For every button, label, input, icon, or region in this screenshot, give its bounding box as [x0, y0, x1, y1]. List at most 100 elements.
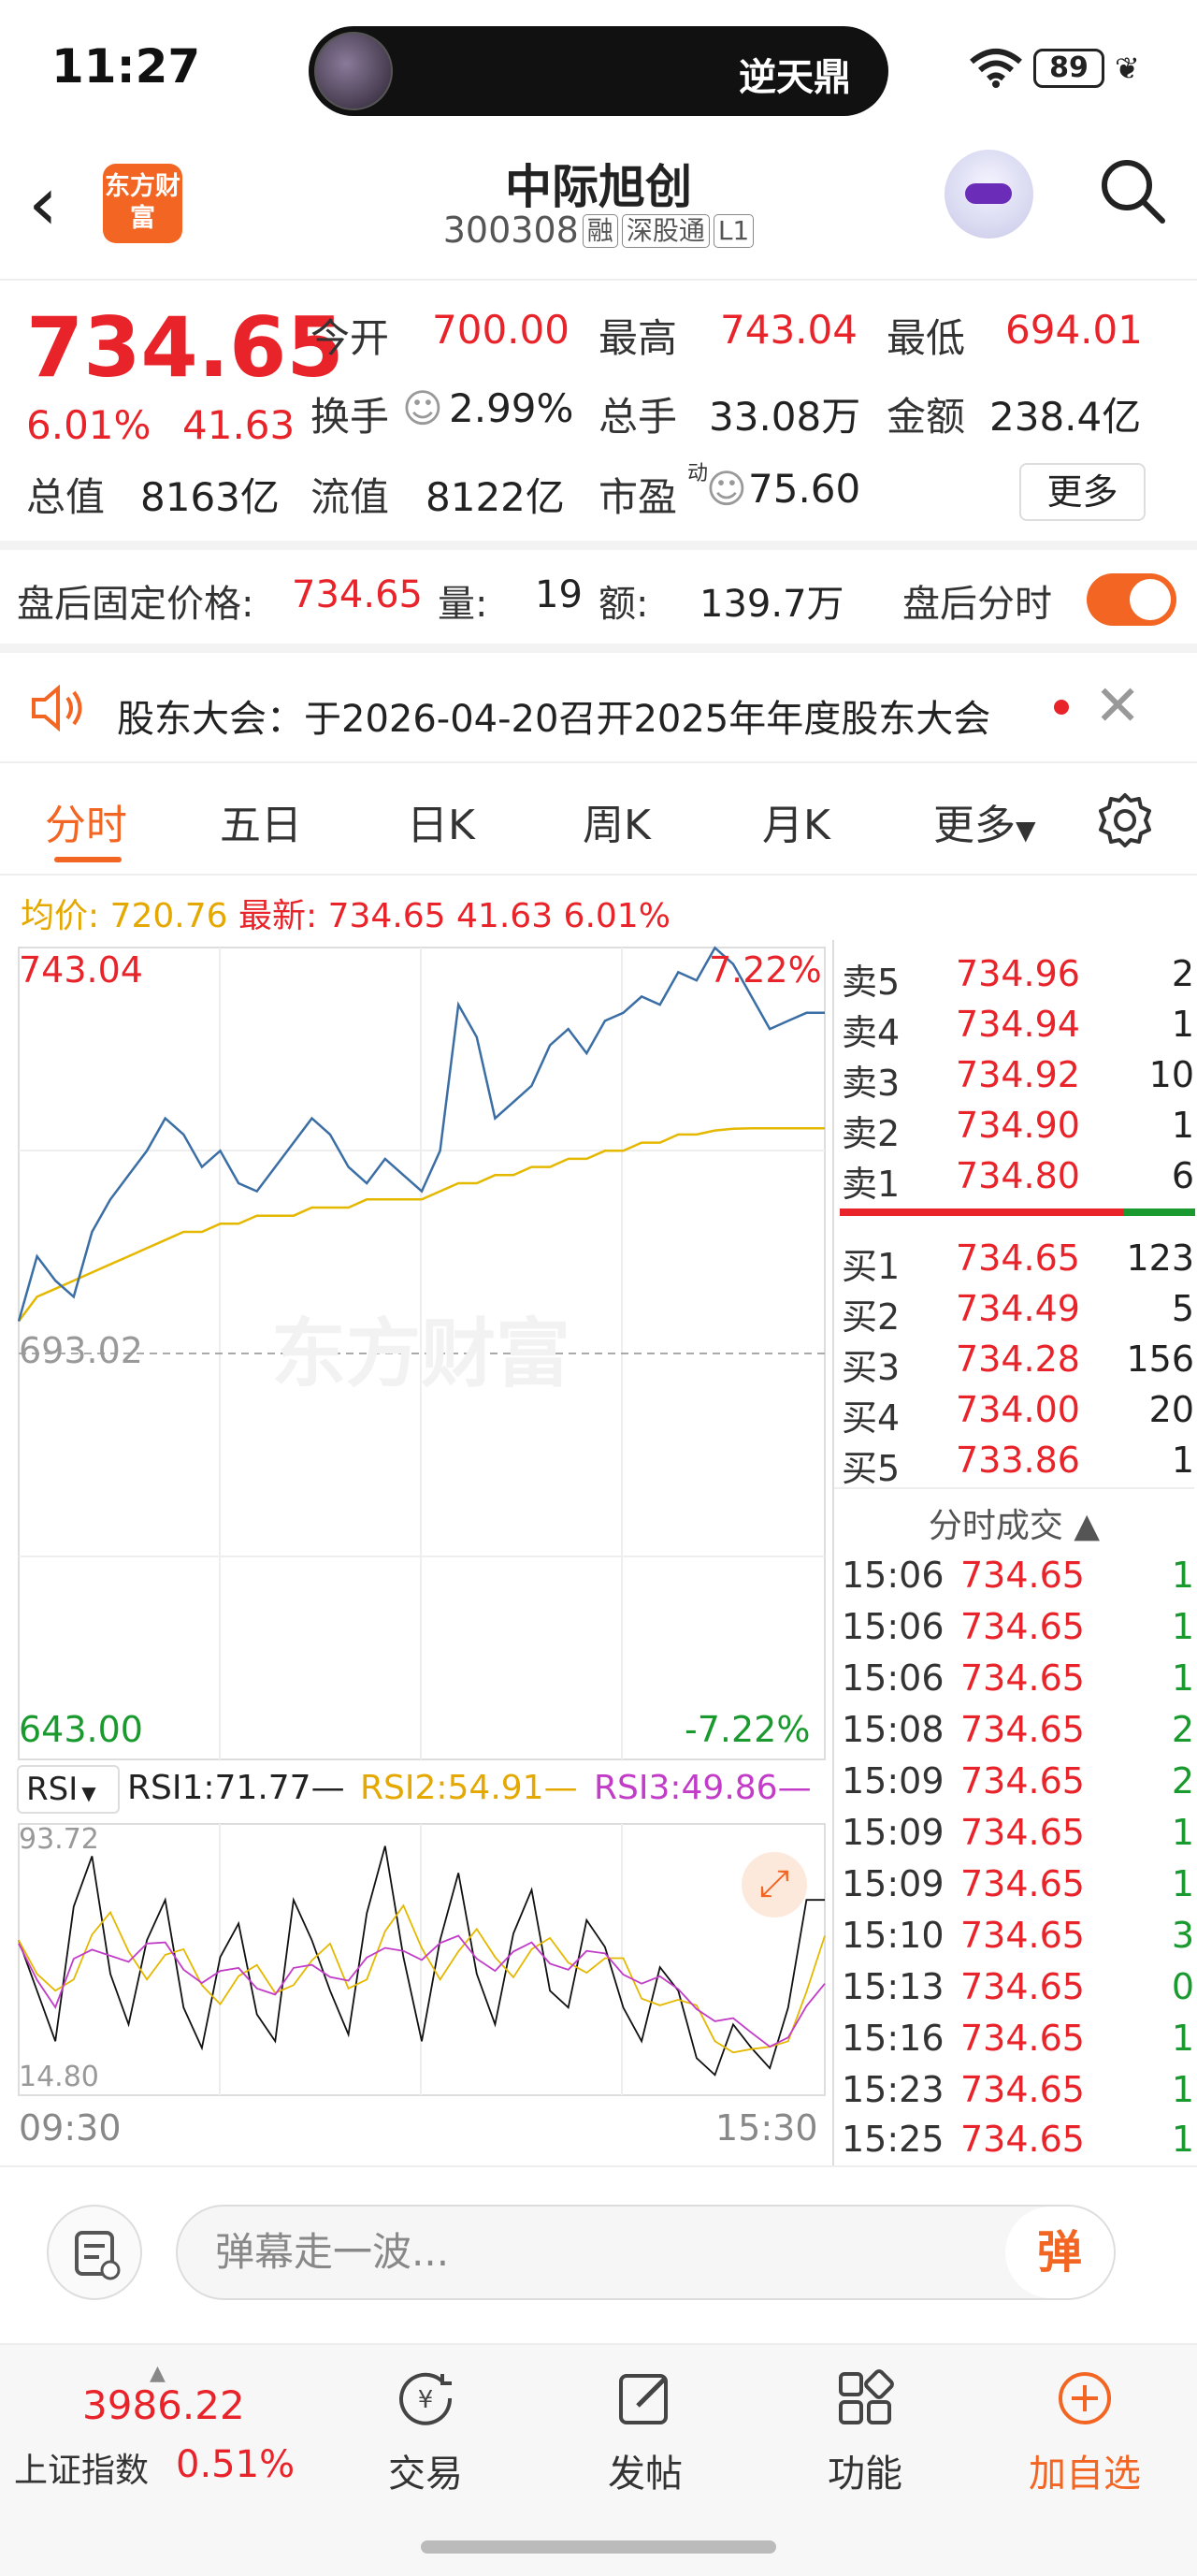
ask-vol: 10	[1148, 1054, 1194, 1095]
bid-label: 买5	[842, 1448, 901, 1489]
change-percent: 6.01%	[26, 402, 151, 448]
bid-label: 买4	[842, 1397, 901, 1439]
order-book: 卖5 734.96 2 卖4 734.94 1 卖3 734.92 10 卖2 734.90 1…	[832, 940, 1197, 2165]
tick-row: 15:09 734.65 1	[834, 1808, 1194, 1859]
index-pct[interactable]: 0.51%	[176, 2443, 296, 2486]
ask-vol: 1	[1171, 1105, 1194, 1146]
nav-post-label: 发帖	[608, 2453, 683, 2496]
bid-vol: 123	[1126, 1237, 1194, 1279]
svg-text:¥: ¥	[418, 2386, 434, 2414]
mktcap-label: 总值	[26, 474, 106, 520]
tab-intraday[interactable]: 分时	[45, 802, 127, 849]
assistant-robot-icon[interactable]	[945, 150, 1033, 239]
volume-label: 总手	[598, 394, 678, 440]
ask-label: 卖2	[842, 1113, 901, 1154]
tick-vol: 0	[1171, 1966, 1194, 2007]
tick-row: 15:10 734.65 3	[834, 1911, 1194, 1961]
search-icon[interactable]	[1099, 157, 1166, 224]
avg-value: 720.76	[109, 897, 228, 935]
ticks-title[interactable]: 分时成交 ▲	[834, 1487, 1194, 1547]
pe-info-icon[interactable]: ☺	[706, 466, 747, 512]
last-label: 最新:	[238, 897, 318, 935]
ask-label: 卖1	[842, 1164, 901, 1205]
danmaku-button[interactable]: 弹	[1005, 2207, 1114, 2298]
rsi-selector[interactable]: RSI ▼	[17, 1765, 120, 1814]
island-text: 逆天鼎	[739, 56, 851, 99]
tick-vol: 1	[1171, 2069, 1194, 2110]
tick-price: 734.65	[960, 1812, 1085, 1853]
y-low-label: 643.00	[19, 1709, 143, 1750]
tick-time: 15:23	[842, 2069, 945, 2110]
tick-row: 15:16 734.65 1	[834, 2014, 1194, 2064]
open-value: 700.00	[432, 307, 570, 353]
ask-row: 卖4 734.94 1	[834, 998, 1194, 1053]
x-end-label: 15:30	[715, 2107, 818, 2149]
rsi-selector-label: RSI	[26, 1771, 79, 1808]
tab-daily-k[interactable]: 日K	[407, 802, 475, 849]
comment-list-icon[interactable]	[47, 2205, 142, 2300]
tick-vol: 1	[1171, 1657, 1194, 1699]
tick-time: 15:09	[842, 1760, 945, 1802]
tab-more[interactable]: 更多▼	[933, 791, 1036, 851]
danmaku-input[interactable]: 弹幕走一波...	[176, 2205, 1116, 2300]
stock-header: ‹ 东方财富 中际旭创 300308 融深股通 L1	[0, 140, 1197, 281]
ask-vol: 1	[1171, 1004, 1194, 1045]
quote-panel: 734.65 6.01% 41.63 今开 700.00 最高 743.04 最…	[0, 281, 1197, 550]
stock-code: 300308	[442, 210, 579, 251]
bid-label: 买3	[842, 1347, 901, 1388]
volume-value: 33.08万	[709, 394, 861, 440]
ask-price: 734.90	[956, 1105, 1080, 1146]
tick-time: 15:16	[842, 2018, 945, 2059]
change-amount: 41.63	[182, 402, 296, 448]
expand-icon[interactable]: ⤢	[742, 1852, 807, 1918]
tab-five-day[interactable]: 五日	[220, 802, 302, 849]
index-name[interactable]: 上证指数	[14, 2452, 150, 2490]
ask-label: 卖3	[842, 1063, 901, 1104]
bid-price: 733.86	[956, 1440, 1080, 1481]
nav-post[interactable]: 发帖	[570, 2368, 720, 2527]
notice-bar[interactable]: 股东大会：于2026-04-20召开2025年年度股东大会 ✕	[0, 653, 1197, 763]
turnover-info-icon[interactable]: ☺	[402, 385, 443, 431]
nav-function[interactable]: 功能	[790, 2368, 940, 2527]
back-icon[interactable]: ‹	[28, 160, 58, 247]
nav-add-watch[interactable]: 加自选	[1010, 2368, 1160, 2527]
close-icon[interactable]: ✕	[1094, 673, 1142, 739]
bid-ask-ratio-bar	[840, 1208, 1195, 1216]
bid-row: 买3 734.28 156	[834, 1333, 1194, 1388]
add-watch-icon	[1059, 2372, 1111, 2424]
tick-price: 734.65	[960, 1966, 1085, 2007]
tick-price: 734.65	[960, 1915, 1085, 1956]
tab-monthly-k[interactable]: 月K	[762, 802, 830, 849]
avg-price-line	[18, 1127, 825, 1323]
nav-trade-label: 交易	[388, 2453, 463, 2496]
dynamic-island[interactable]: 逆天鼎	[309, 26, 888, 116]
y-high-label: 743.04	[19, 949, 143, 991]
tick-vol: 2	[1171, 1760, 1194, 1802]
after-hours-toggle[interactable]	[1087, 573, 1176, 626]
unread-dot	[1054, 700, 1069, 715]
caret-up-icon: ▲	[150, 2362, 166, 2385]
tick-vol: 1	[1171, 1812, 1194, 1853]
tag-margin: 融	[582, 214, 618, 248]
gear-icon[interactable]	[1096, 791, 1154, 849]
pe-dynamic-mark: 动	[687, 462, 709, 485]
tick-vol: 1	[1171, 2119, 1194, 2160]
turnover-label: 换手	[310, 394, 390, 440]
bid-row: 买2 734.49 5	[834, 1282, 1194, 1338]
x-start-label: 09:30	[19, 2107, 122, 2149]
after-hours-toggle-label: 盘后分时	[902, 583, 1052, 626]
after-hours-vol: 19	[535, 573, 583, 616]
nav-trade[interactable]: ¥ 交易	[351, 2368, 500, 2527]
rsi1-line	[18, 1845, 825, 2077]
last-change: 41.63	[456, 897, 554, 935]
intraday-chart[interactable]: 东方财富 743.04 7.22% 693.02 643.00 -7.22% R…	[0, 940, 832, 2165]
ask-vol: 6	[1171, 1155, 1194, 1196]
rsi2-value: RSI2:54.91—	[360, 1769, 578, 1807]
after-hours-vol-label: 量:	[438, 583, 488, 626]
more-button[interactable]: 更多	[1019, 463, 1146, 521]
comment-bar: 弹幕走一波... 弹	[0, 2165, 1197, 2343]
tab-weekly-k[interactable]: 周K	[583, 802, 651, 849]
index-value[interactable]: 3986.22	[82, 2382, 245, 2428]
tick-row: 15:09 734.65 1	[834, 1860, 1194, 1910]
ask-row: 卖5 734.96 2	[834, 948, 1194, 1003]
